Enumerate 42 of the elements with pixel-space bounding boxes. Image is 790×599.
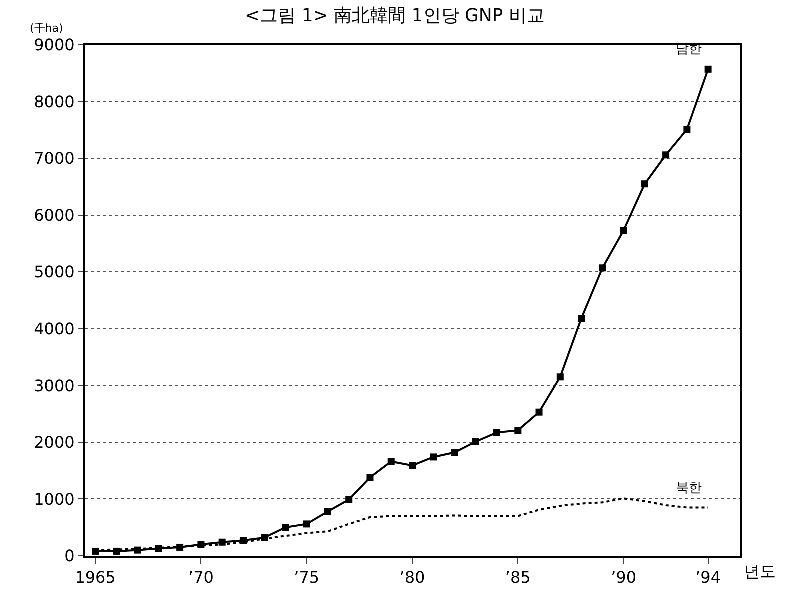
point — [684, 126, 691, 134]
x-tick-label: ’94 — [696, 568, 722, 588]
y-tick-label: 5000 — [34, 262, 75, 282]
point — [578, 315, 586, 322]
y-tick-label: 0 — [64, 546, 75, 566]
series-label: 북한 — [676, 481, 702, 496]
x-tick-label: ’90 — [611, 568, 637, 588]
x-tick-label: ’80 — [400, 568, 426, 588]
y-tick-label: 3000 — [34, 376, 75, 396]
point — [556, 374, 564, 381]
x-axis-title: 년도 — [744, 562, 776, 581]
point — [536, 408, 543, 416]
point — [704, 66, 712, 73]
y-tick-label: 9000 — [34, 36, 75, 55]
point — [346, 496, 353, 504]
y-tick-label: 4000 — [34, 319, 75, 338]
y-tick-label: 2000 — [34, 433, 75, 452]
point — [282, 524, 290, 532]
y-tick-label: 6000 — [34, 206, 75, 225]
y-tick-label: 8000 — [34, 92, 75, 112]
x-tick-label: ’85 — [505, 568, 531, 588]
point — [494, 429, 501, 436]
point — [662, 152, 670, 159]
point — [430, 454, 438, 461]
point — [303, 520, 310, 528]
x-tick-label: ’70 — [188, 568, 214, 588]
point — [451, 449, 458, 456]
y-axis-title: (千ha) — [30, 22, 64, 35]
chart-title: <그림 1> 南北韓間 1인당 GNP 비교 — [245, 6, 545, 27]
y-tick-label: 7000 — [34, 149, 75, 168]
point — [599, 264, 606, 272]
point — [620, 227, 628, 234]
point — [366, 474, 374, 482]
point — [472, 438, 480, 446]
x-tick-label: 1965 — [75, 568, 116, 588]
point — [324, 508, 332, 516]
y-tick-label: 1000 — [34, 490, 75, 509]
point — [388, 458, 395, 466]
point — [514, 427, 522, 434]
point — [409, 462, 416, 470]
x-tick-label: ’75 — [294, 568, 320, 588]
point — [641, 180, 648, 188]
